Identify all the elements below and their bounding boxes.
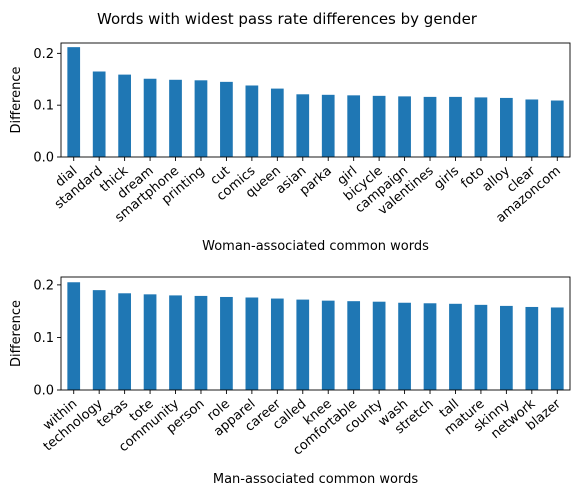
bar-tote: [143, 294, 157, 390]
y-tick-label: 0.2: [33, 278, 54, 293]
y-tick-label: 0.0: [33, 384, 54, 399]
bar-community: [169, 295, 182, 390]
bar-county: [372, 301, 386, 390]
y-axis-label: Difference: [9, 300, 24, 367]
bar-role: [220, 296, 233, 390]
bar-thick: [118, 74, 131, 157]
chart-panel-man: 0.00.10.2withintechnologytexastotecommun…: [9, 276, 571, 487]
y-tick-label: 0.2: [33, 47, 54, 62]
bar-comics: [245, 85, 259, 157]
bar-technology: [92, 290, 106, 390]
axes-frame: [60, 42, 571, 158]
x-axis-label: Woman-associated common words: [202, 239, 429, 254]
bar-amazoncom: [550, 100, 564, 157]
bar-campaign: [398, 96, 411, 157]
bar-career: [270, 298, 284, 390]
bar-knee: [321, 300, 335, 390]
bar-printing: [194, 80, 208, 157]
bar-bicycle: [372, 95, 386, 157]
bar-alloy: [500, 97, 513, 157]
chart-panel-woman: 0.00.10.2dialstandardthickdreamsmartphon…: [9, 42, 571, 254]
bar-blazer: [550, 307, 564, 390]
bar-dial: [67, 47, 81, 157]
bar-asian: [296, 94, 310, 157]
bar-texas: [118, 293, 131, 390]
bar-parka: [321, 94, 335, 157]
y-tick-label: 0.0: [33, 151, 54, 166]
bar-girl: [347, 95, 361, 157]
bar-smartphone: [169, 79, 182, 157]
bar-cut: [220, 81, 233, 157]
bar-valentines: [423, 96, 437, 157]
bar-apparel: [245, 297, 259, 390]
bar-stretch: [423, 303, 437, 390]
bar-tall: [449, 303, 462, 390]
bar-standard: [92, 71, 106, 157]
y-tick-label: 0.1: [33, 99, 54, 114]
x-tick-label-girls: girls: [431, 163, 462, 192]
bar-dream: [143, 78, 157, 157]
bar-within: [67, 282, 81, 390]
y-axis-label: Difference: [9, 66, 24, 133]
x-axis-label: Man-associated common words: [213, 472, 418, 487]
bar-called: [296, 299, 310, 390]
bar-girls: [449, 96, 462, 157]
figure-title: Words with widest pass rate differences …: [97, 10, 478, 28]
bar-mature: [474, 304, 488, 390]
bar-wash: [398, 302, 411, 390]
axes-frame: [60, 276, 571, 391]
bar-person: [194, 295, 208, 390]
bar-clear: [525, 99, 539, 157]
y-tick-label: 0.1: [33, 331, 54, 346]
bar-queen: [270, 88, 284, 157]
bar-comfortable: [347, 301, 361, 390]
bar-foto: [474, 97, 488, 157]
bar-network: [525, 306, 539, 390]
bar-skinny: [500, 305, 513, 390]
